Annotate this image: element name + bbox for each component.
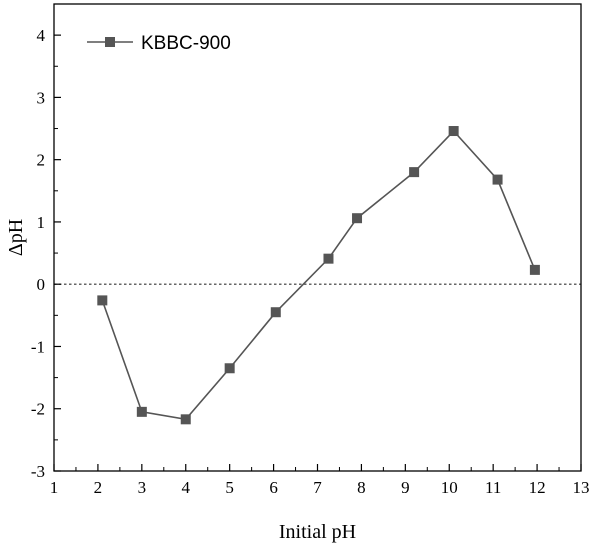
- y-tick-label: -1: [31, 337, 45, 356]
- x-tick-label: 7: [313, 478, 322, 497]
- data-point: [136, 406, 147, 417]
- data-point: [224, 363, 235, 374]
- data-point: [270, 307, 281, 318]
- y-tick-label: -2: [31, 400, 45, 419]
- y-tick-label: 2: [37, 151, 46, 170]
- x-tick-label: 9: [401, 478, 410, 497]
- data-point: [97, 295, 108, 306]
- legend-marker: [105, 37, 115, 47]
- x-tick-label: 12: [529, 478, 546, 497]
- legend-label: KBBC-900: [141, 33, 231, 54]
- x-tick-label: 1: [50, 478, 59, 497]
- x-tick-label: 10: [441, 478, 458, 497]
- x-tick-label: 8: [357, 478, 366, 497]
- data-point: [492, 174, 503, 185]
- x-tick-label: 6: [269, 478, 278, 497]
- y-tick-label: -3: [31, 462, 45, 481]
- legend: KBBC-900: [87, 33, 231, 54]
- x-tick-label: 13: [573, 478, 590, 497]
- data-point: [529, 264, 540, 275]
- x-tick-label: 4: [182, 478, 191, 497]
- data-point: [323, 253, 334, 264]
- data-point: [448, 126, 459, 137]
- x-tick-label: 2: [94, 478, 103, 497]
- y-axis-title: ΔpH: [5, 219, 27, 256]
- y-tick-label: 1: [37, 213, 46, 232]
- data-point: [352, 213, 363, 224]
- x-tick-label: 11: [485, 478, 501, 497]
- y-tick-label: 4: [37, 26, 46, 45]
- plot-frame: [53, 3, 582, 472]
- data-point: [409, 167, 420, 178]
- y-tick-label: 0: [37, 275, 46, 294]
- x-axis-title: Initial pH: [279, 521, 356, 543]
- x-tick-label: 3: [138, 478, 147, 497]
- x-tick-label: 5: [225, 478, 234, 497]
- series-line: [101, 129, 536, 421]
- data-point: [180, 414, 191, 425]
- data-layer: [97, 126, 540, 425]
- y-tick-label: 3: [37, 88, 46, 107]
